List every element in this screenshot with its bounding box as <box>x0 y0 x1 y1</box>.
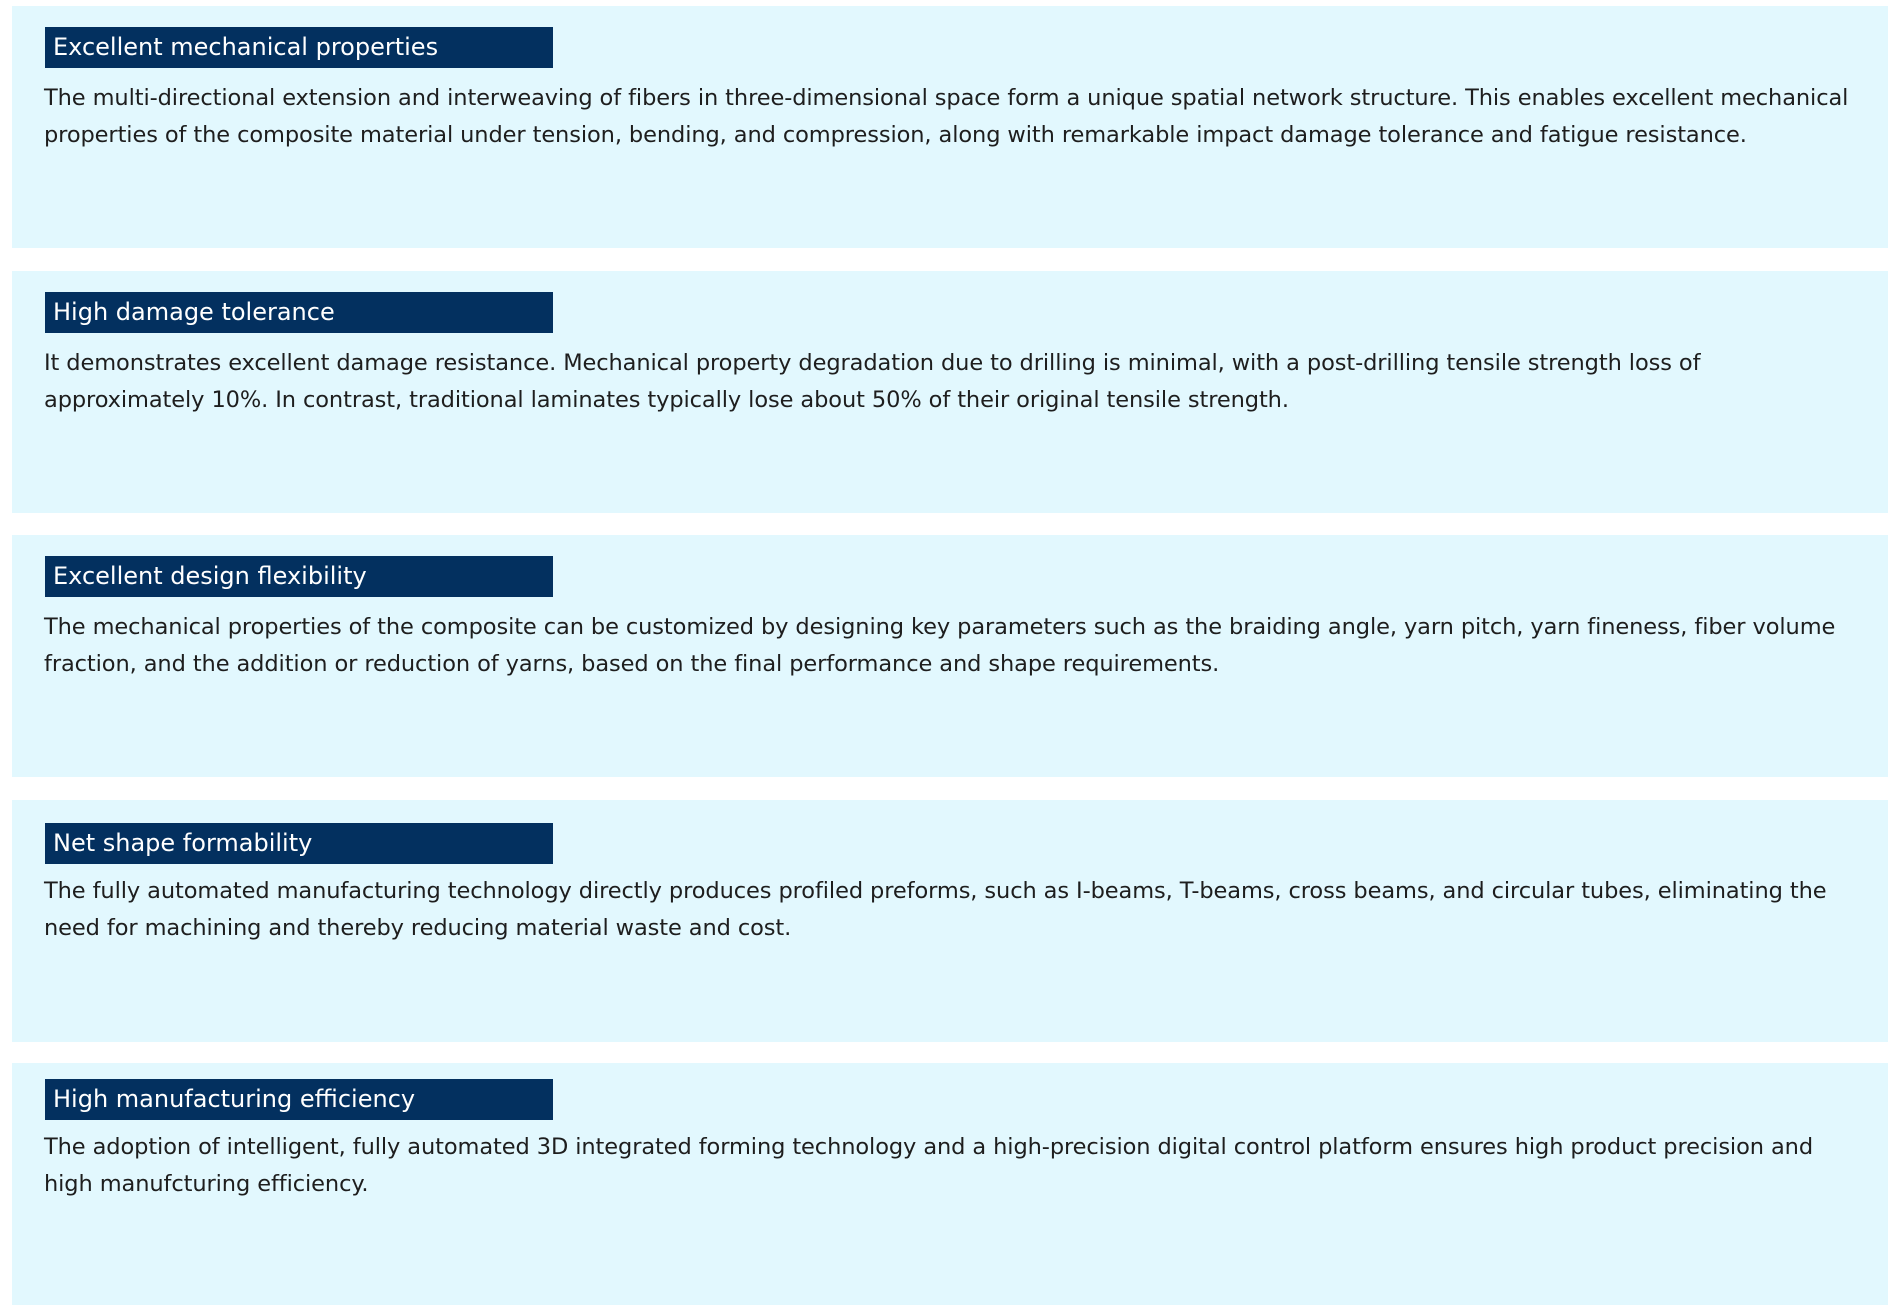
feature-card-manufacturing-efficiency: High manufacturing efficiency The adopti… <box>12 1063 1888 1305</box>
feature-title: High damage tolerance <box>45 292 553 333</box>
feature-title: Net shape formability <box>45 823 553 864</box>
feature-card-damage-tolerance: High damage tolerance It demonstrates ex… <box>12 271 1888 513</box>
feature-title: High manufacturing efficiency <box>45 1079 553 1120</box>
feature-description: The fully automated manufacturing techno… <box>44 878 1827 941</box>
feature-description: The multi-directional extension and inte… <box>44 85 1849 148</box>
feature-card-net-shape: Net shape formability The fully automate… <box>12 800 1888 1042</box>
feature-description: It demonstrates excellent damage resista… <box>44 350 1701 413</box>
feature-card-design-flexibility: Excellent design flexibility The mechani… <box>12 535 1888 777</box>
feature-card-mechanical-properties: Excellent mechanical properties The mult… <box>12 6 1888 248</box>
feature-description: The adoption of intelligent, fully autom… <box>44 1134 1813 1197</box>
feature-title: Excellent mechanical properties <box>45 27 553 68</box>
feature-description: The mechanical properties of the composi… <box>44 614 1836 677</box>
feature-title: Excellent design flexibility <box>45 556 553 597</box>
